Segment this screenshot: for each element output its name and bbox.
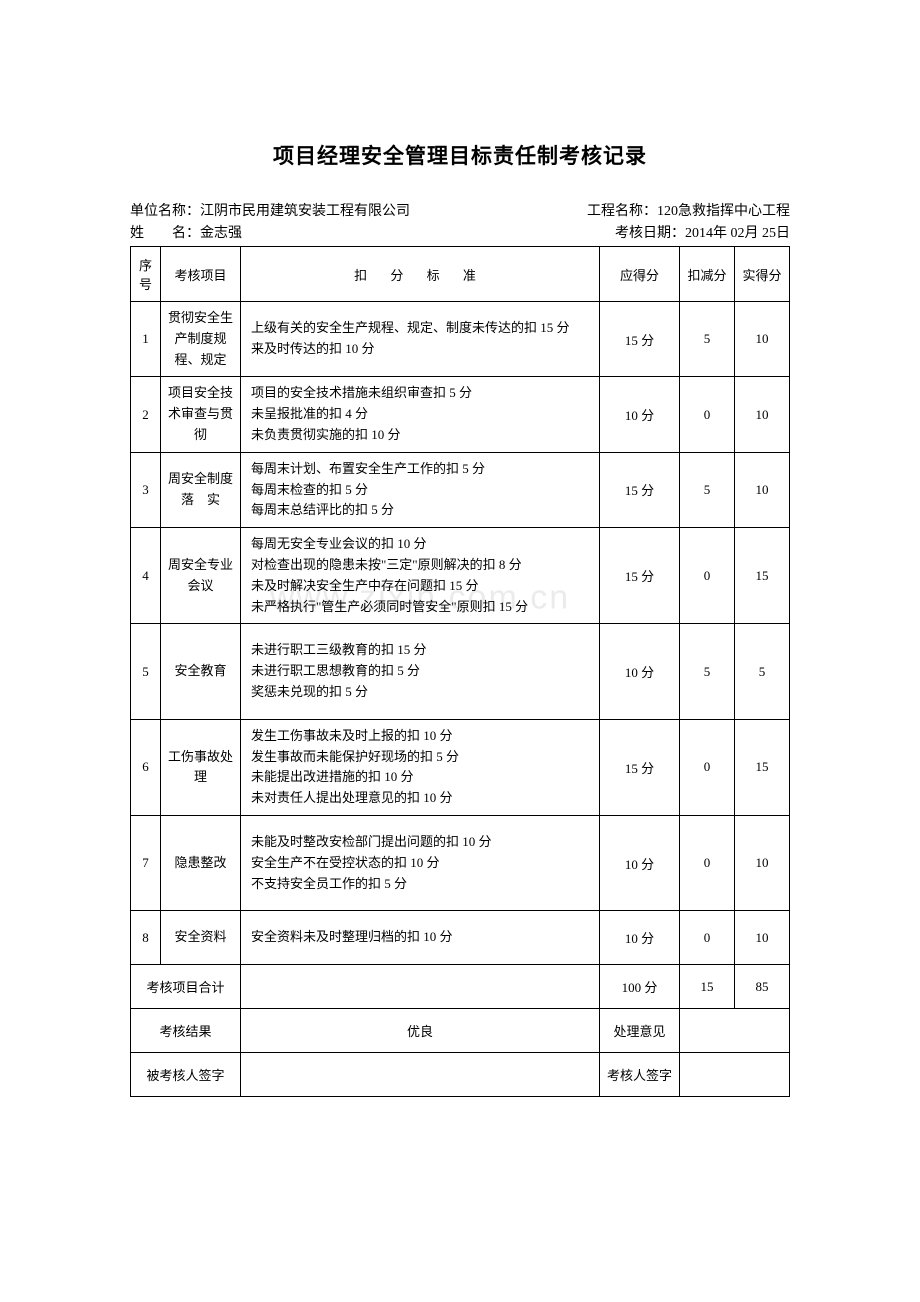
cell-full: 15 分	[600, 528, 680, 624]
cell-deduct: 0	[680, 911, 735, 965]
cell-item: 安全资料	[161, 911, 241, 965]
result-value: 优良	[241, 1009, 600, 1053]
cell-seq: 8	[131, 911, 161, 965]
cell-item: 贯彻安全生产制度规程、规定	[161, 302, 241, 377]
cell-actual: 15	[735, 528, 790, 624]
cell-full: 10 分	[600, 911, 680, 965]
header-full: 应得分	[600, 247, 680, 302]
total-row: 考核项目合计 100 分 15 85	[131, 965, 790, 1009]
cell-item: 项目安全技术审查与贯彻	[161, 377, 241, 452]
table-header-row: 序号 考核项目 扣 分 标 准 应得分 扣减分 实得分	[131, 247, 790, 302]
table-row: 1 贯彻安全生产制度规程、规定 上级有关的安全生产规程、规定、制度未传达的扣 1…	[131, 302, 790, 377]
cell-seq: 1	[131, 302, 161, 377]
cell-actual: 10	[735, 302, 790, 377]
cell-seq: 2	[131, 377, 161, 452]
project-label: 工程名称：	[587, 204, 657, 219]
cell-full: 10 分	[600, 815, 680, 910]
result-row: 考核结果 优良 处理意见	[131, 1009, 790, 1053]
opinion-label: 处理意见	[600, 1009, 680, 1053]
cell-actual: 5	[735, 624, 790, 719]
cell-full: 15 分	[600, 719, 680, 815]
table-row: 5 安全教育 未进行职工三级教育的扣 15 分未进行职工思想教育的扣 5 分奖惩…	[131, 624, 790, 719]
cell-actual: 15	[735, 719, 790, 815]
cell-actual: 10	[735, 815, 790, 910]
cell-item: 周安全专业会议	[161, 528, 241, 624]
cell-criteria-text: 每周无安全专业会议的扣 10 分对检查出现的隐患未按"三定"原则解决的扣 8 分…	[251, 536, 528, 613]
header-actual: 实得分	[735, 247, 790, 302]
cell-seq: 7	[131, 815, 161, 910]
cell-deduct: 0	[680, 815, 735, 910]
cell-deduct: 5	[680, 452, 735, 527]
cell-actual: 10	[735, 377, 790, 452]
assessment-table: 序号 考核项目 扣 分 标 准 应得分 扣减分 实得分 1 贯彻安全生产制度规程…	[130, 246, 790, 1097]
cell-full: 10 分	[600, 624, 680, 719]
cell-seq: 3	[131, 452, 161, 527]
unit-value: 江阴市民用建筑安装工程有限公司	[200, 204, 410, 219]
examiner-value	[680, 1053, 790, 1097]
cell-deduct: 5	[680, 302, 735, 377]
result-label: 考核结果	[131, 1009, 241, 1053]
total-actual: 85	[735, 965, 790, 1009]
table-row: 6 工伤事故处 理 发生工伤事故未及时上报的扣 10 分发生事故而未能保护好现场…	[131, 719, 790, 815]
name-label: 姓 名：	[130, 226, 200, 241]
cell-criteria: 项目的安全技术措施未组织审查扣 5 分未呈报批准的扣 4 分未负责贯彻实施的扣 …	[241, 377, 600, 452]
cell-full: 15 分	[600, 302, 680, 377]
project-value: 120急救指挥中心工程	[657, 204, 790, 219]
cell-criteria: 每周无安全专业会议的扣 10 分对检查出现的隐患未按"三定"原则解决的扣 8 分…	[241, 528, 600, 624]
cell-item: 周安全制度落 实	[161, 452, 241, 527]
cell-actual: 10	[735, 452, 790, 527]
date-value: 2014年 02月 25日	[685, 226, 790, 241]
header-item: 考核项目	[161, 247, 241, 302]
cell-deduct: 0	[680, 377, 735, 452]
date-label: 考核日期：	[615, 226, 685, 241]
table-row: 7 隐患整改 未能及时整改安检部门提出问题的扣 10 分安全生产不在受控状态的扣…	[131, 815, 790, 910]
cell-seq: 4	[131, 528, 161, 624]
total-full: 100 分	[600, 965, 680, 1009]
cell-actual: 10	[735, 911, 790, 965]
total-criteria-empty	[241, 965, 600, 1009]
table-row: 8 安全资料 安全资料未及时整理归档的扣 10 分 10 分 0 10	[131, 911, 790, 965]
cell-criteria: 安全资料未及时整理归档的扣 10 分	[241, 911, 600, 965]
cell-criteria: 发生工伤事故未及时上报的扣 10 分发生事故而未能保护好现场的扣 5 分未能提出…	[241, 719, 600, 815]
cell-criteria: 未进行职工三级教育的扣 15 分未进行职工思想教育的扣 5 分奖惩未兑现的扣 5…	[241, 624, 600, 719]
cell-full: 10 分	[600, 377, 680, 452]
cell-deduct: 5	[680, 624, 735, 719]
total-deduct: 15	[680, 965, 735, 1009]
cell-criteria: 上级有关的安全生产规程、规定、制度未传达的扣 15 分来及时传达的扣 10 分	[241, 302, 600, 377]
cell-criteria: 未能及时整改安检部门提出问题的扣 10 分安全生产不在受控状态的扣 10 分不支…	[241, 815, 600, 910]
cell-item: 安全教育	[161, 624, 241, 719]
cell-criteria: 每周末计划、布置安全生产工作的扣 5 分每周末检查的扣 5 分每周末总结评比的扣…	[241, 452, 600, 527]
table-row: 3 周安全制度落 实 每周末计划、布置安全生产工作的扣 5 分每周末检查的扣 5…	[131, 452, 790, 527]
header-criteria: 扣 分 标 准	[241, 247, 600, 302]
name-value: 金志强	[200, 226, 242, 241]
meta-line-2: 姓 名：金志强 考核日期：2014年 02月 25日	[130, 222, 790, 242]
cell-seq: 6	[131, 719, 161, 815]
examinee-value	[241, 1053, 600, 1097]
page-title: 项目经理安全管理目标责任制考核记录	[130, 140, 790, 170]
opinion-value	[680, 1009, 790, 1053]
table-row: 4 周安全专业会议 每周无安全专业会议的扣 10 分对检查出现的隐患未按"三定"…	[131, 528, 790, 624]
unit-label: 单位名称：	[130, 204, 200, 219]
cell-seq: 5	[131, 624, 161, 719]
cell-item: 工伤事故处 理	[161, 719, 241, 815]
cell-full: 15 分	[600, 452, 680, 527]
total-label: 考核项目合计	[131, 965, 241, 1009]
examinee-label: 被考核人签字	[131, 1053, 241, 1097]
header-deduct: 扣减分	[680, 247, 735, 302]
meta-line-1: 单位名称：江阴市民用建筑安装工程有限公司 工程名称：120急救指挥中心工程	[130, 200, 790, 220]
header-seq: 序号	[131, 247, 161, 302]
signature-row: 被考核人签字 考核人签字	[131, 1053, 790, 1097]
examiner-label: 考核人签字	[600, 1053, 680, 1097]
cell-deduct: 0	[680, 528, 735, 624]
table-row: 2 项目安全技术审查与贯彻 项目的安全技术措施未组织审查扣 5 分未呈报批准的扣…	[131, 377, 790, 452]
cell-item: 隐患整改	[161, 815, 241, 910]
cell-deduct: 0	[680, 719, 735, 815]
